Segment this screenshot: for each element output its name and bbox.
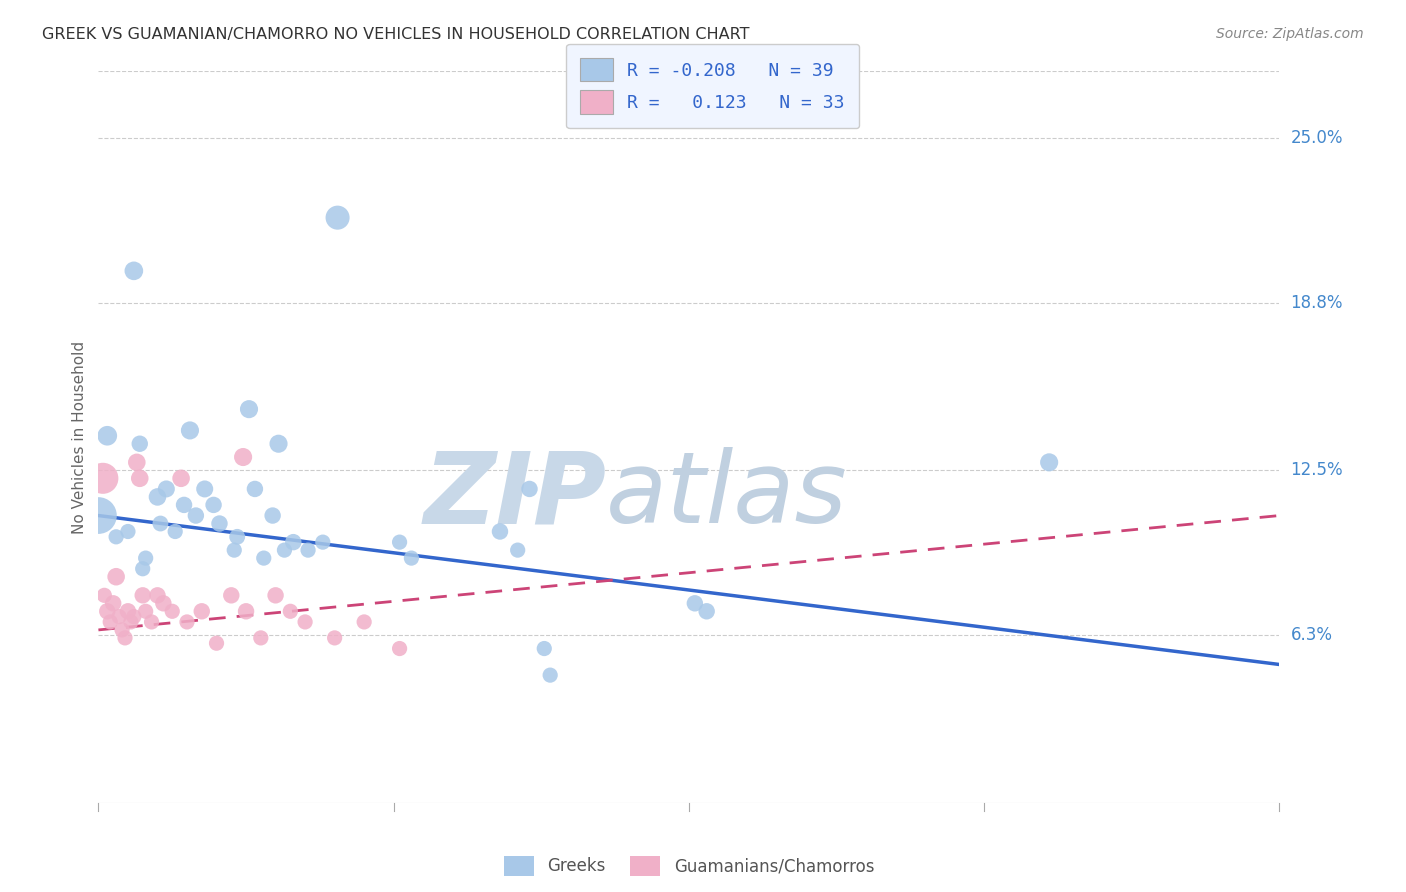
Point [683, 596, 706, 610]
Point [262, 508, 284, 523]
Point [250, 631, 273, 645]
Point [205, 636, 228, 650]
Point [135, 604, 157, 618]
Point [297, 543, 319, 558]
Point [146, 490, 169, 504]
Text: Source: ZipAtlas.com: Source: ZipAtlas.com [1216, 27, 1364, 41]
Point [135, 551, 157, 566]
Point [93, 588, 115, 602]
Point [232, 450, 254, 464]
Point [176, 615, 198, 629]
Point [128, 436, 150, 450]
Point [401, 551, 423, 566]
Point [111, 623, 134, 637]
Point [224, 543, 246, 558]
Point [191, 604, 214, 618]
Point [388, 535, 411, 549]
Point [696, 604, 718, 618]
Point [117, 524, 139, 539]
Point [226, 530, 249, 544]
Point [105, 570, 128, 584]
Point [128, 471, 150, 485]
Text: atlas: atlas [606, 447, 848, 544]
Point [105, 530, 128, 544]
Point [533, 641, 555, 656]
Text: 12.5%: 12.5% [1291, 461, 1343, 479]
Point [152, 596, 174, 610]
Text: ZIP: ZIP [423, 447, 606, 544]
Point [132, 562, 155, 576]
Point [1038, 455, 1060, 469]
Point [87, 508, 110, 523]
Point [273, 543, 295, 558]
Point [122, 264, 145, 278]
Legend: Greeks, Guamanians/Chamorros: Greeks, Guamanians/Chamorros [496, 850, 882, 882]
Point [202, 498, 225, 512]
Y-axis label: No Vehicles in Household: No Vehicles in Household [72, 341, 87, 533]
Text: 18.8%: 18.8% [1291, 293, 1343, 312]
Point [208, 516, 231, 531]
Point [278, 604, 302, 618]
Point [323, 631, 346, 645]
Point [91, 471, 114, 485]
Point [149, 516, 172, 531]
Point [312, 535, 335, 549]
Point [98, 615, 121, 629]
Point [122, 609, 145, 624]
Point [96, 429, 118, 443]
Point [103, 596, 125, 610]
Point [243, 482, 266, 496]
Point [388, 641, 411, 656]
Point [179, 424, 201, 438]
Point [141, 615, 163, 629]
Point [165, 524, 187, 539]
Text: 25.0%: 25.0% [1291, 128, 1343, 147]
Point [326, 211, 349, 225]
Point [184, 508, 207, 523]
Point [253, 551, 276, 566]
Point [519, 482, 541, 496]
Point [264, 588, 287, 602]
Point [353, 615, 375, 629]
Point [132, 588, 155, 602]
Point [96, 604, 118, 618]
Point [155, 482, 177, 496]
Point [117, 604, 139, 618]
Point [173, 498, 195, 512]
Point [162, 604, 183, 618]
Point [538, 668, 561, 682]
Point [489, 524, 512, 539]
Point [146, 588, 169, 602]
Point [108, 609, 131, 624]
Point [238, 402, 260, 417]
Point [283, 535, 305, 549]
Point [194, 482, 217, 496]
Text: 6.3%: 6.3% [1291, 626, 1333, 644]
Text: GREEK VS GUAMANIAN/CHAMORRO NO VEHICLES IN HOUSEHOLD CORRELATION CHART: GREEK VS GUAMANIAN/CHAMORRO NO VEHICLES … [42, 27, 749, 42]
Point [120, 615, 142, 629]
Point [114, 631, 136, 645]
Point [267, 436, 290, 450]
Point [125, 455, 148, 469]
Point [235, 604, 257, 618]
Point [170, 471, 193, 485]
Point [219, 588, 243, 602]
Point [506, 543, 529, 558]
Point [294, 615, 316, 629]
